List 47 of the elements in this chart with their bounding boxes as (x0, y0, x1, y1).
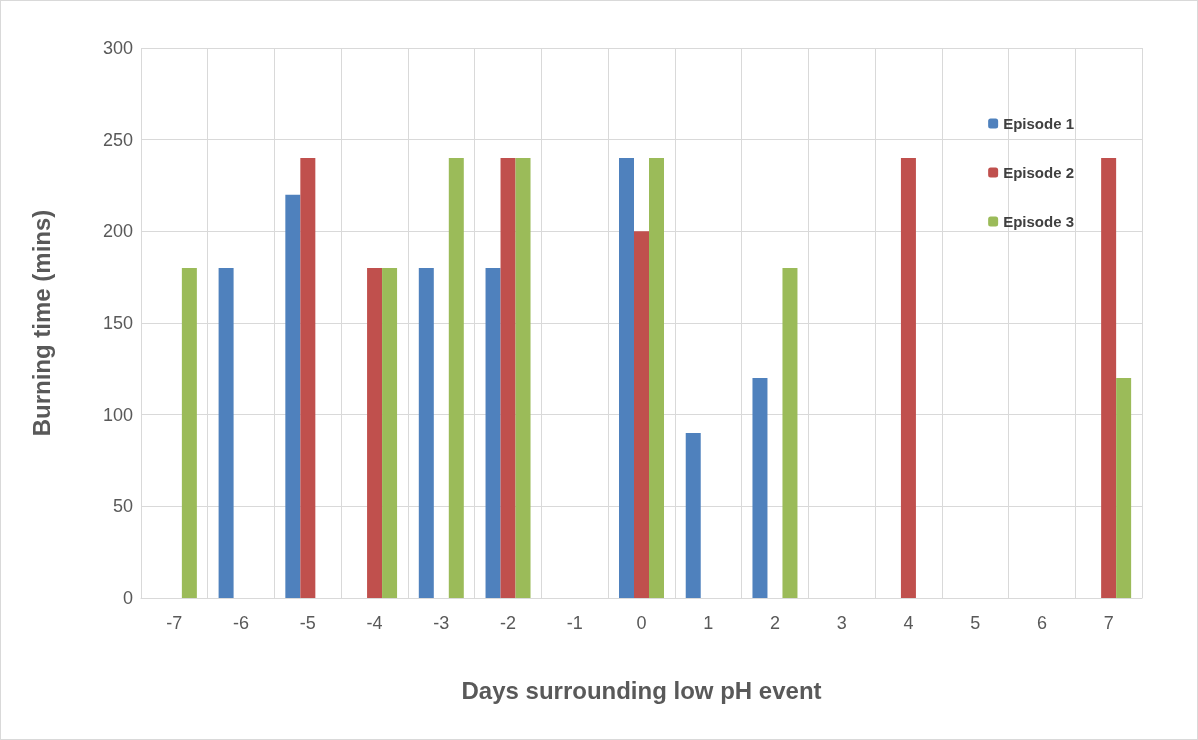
bar (218, 268, 234, 598)
bar (685, 433, 701, 598)
bar (485, 268, 501, 598)
bar (515, 158, 531, 598)
y-axis-title: Burning time (mins) (27, 209, 55, 437)
x-tick-label: -3 (433, 613, 450, 633)
x-tick-label: -2 (500, 613, 517, 633)
legend-label: Episode 3 (1003, 213, 1074, 230)
bar (382, 268, 398, 598)
bar (752, 378, 768, 598)
bar (619, 158, 634, 598)
y-tick-label: 0 (122, 588, 133, 608)
bar (285, 194, 301, 598)
y-tick-label: 50 (112, 496, 133, 517)
x-tick-label: 1 (703, 613, 714, 633)
x-tick-label: 0 (636, 613, 647, 633)
bar (1116, 378, 1132, 598)
x-tick-label: 3 (836, 613, 847, 633)
bar (649, 158, 664, 598)
legend-label: Episode 2 (1003, 164, 1074, 181)
x-tick-label: 4 (903, 613, 914, 633)
x-tick-label: 7 (1103, 613, 1114, 633)
x-tick-label: -5 (299, 613, 316, 633)
x-tick-label: -4 (366, 613, 383, 633)
y-tick-label: 150 (102, 313, 133, 333)
bar (634, 231, 649, 598)
y-tick-label: 250 (102, 129, 133, 150)
x-tick-label: -1 (566, 613, 583, 633)
x-tick-label: 5 (970, 613, 981, 633)
bar (782, 268, 798, 598)
x-axis-title: Days surrounding low pH event (461, 676, 822, 704)
bar (448, 158, 464, 598)
y-tick-label: 300 (102, 38, 133, 58)
bar (900, 158, 916, 598)
bar (418, 268, 434, 598)
bar (367, 268, 383, 598)
y-tick-label: 100 (102, 404, 133, 425)
bar (1101, 158, 1117, 598)
legend-label: Episode 1 (1003, 115, 1074, 132)
y-tick-label: 200 (102, 221, 133, 242)
bar (300, 158, 316, 598)
bar (500, 158, 516, 598)
x-tick-label: -7 (166, 613, 183, 633)
x-tick-label: 2 (769, 613, 780, 633)
bar (181, 268, 197, 598)
x-tick-label: 6 (1036, 613, 1047, 633)
x-tick-label: -6 (233, 613, 250, 633)
